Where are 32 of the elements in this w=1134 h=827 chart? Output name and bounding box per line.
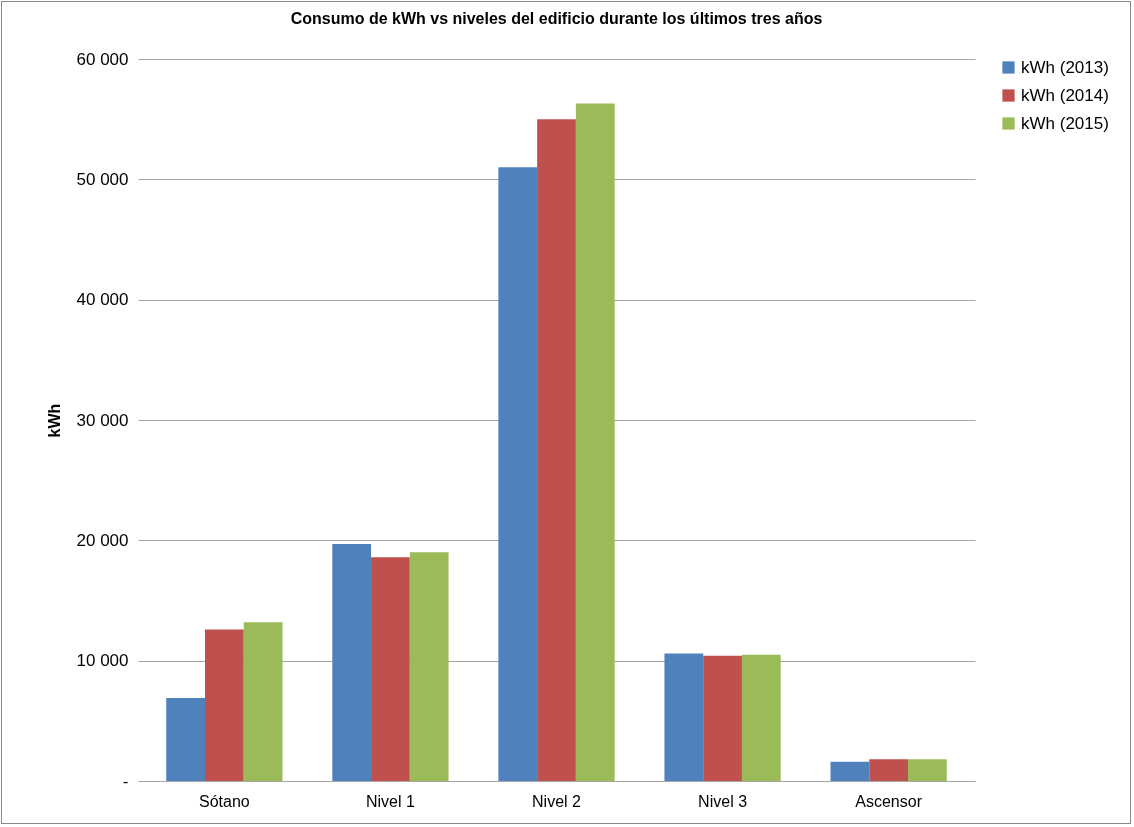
bar bbox=[371, 557, 410, 781]
bar bbox=[830, 761, 870, 781]
bar bbox=[498, 167, 538, 781]
x-tick-label: Sótano bbox=[199, 792, 250, 810]
x-tick-label: Nivel 1 bbox=[365, 792, 415, 810]
x-tick-label: Ascensor bbox=[855, 792, 923, 810]
y-tick-label: 50 000 bbox=[76, 169, 129, 189]
y-axis-title: kWh bbox=[45, 403, 63, 438]
y-tick-label: 60 000 bbox=[76, 49, 129, 69]
bar bbox=[703, 655, 742, 781]
y-tick-label: 40 000 bbox=[76, 290, 129, 310]
bar bbox=[332, 543, 372, 781]
y-tick-label: 30 000 bbox=[76, 410, 129, 430]
bar bbox=[869, 759, 909, 781]
bar bbox=[741, 654, 781, 781]
bar bbox=[243, 622, 283, 781]
bar bbox=[204, 629, 244, 781]
legend-label: kWh (2014) bbox=[1021, 85, 1109, 105]
chart-title: Consumo de kWh vs niveles del edificio durante los últimos tres años bbox=[290, 10, 823, 27]
bar bbox=[409, 552, 449, 781]
y-tick-label: 10 000 bbox=[76, 651, 129, 671]
bar bbox=[537, 119, 576, 781]
x-tick-label: Nivel 2 bbox=[532, 792, 582, 810]
bar bbox=[908, 759, 947, 781]
bar bbox=[166, 697, 205, 781]
y-tick-label: 20 000 bbox=[76, 530, 129, 550]
y-tick-label: - bbox=[122, 771, 129, 791]
bar bbox=[664, 653, 704, 781]
legend-label: kWh (2013) bbox=[1021, 57, 1109, 77]
legend-label: kWh (2015) bbox=[1021, 113, 1109, 133]
x-tick-label: Nivel 3 bbox=[698, 792, 748, 810]
bar bbox=[575, 103, 615, 781]
